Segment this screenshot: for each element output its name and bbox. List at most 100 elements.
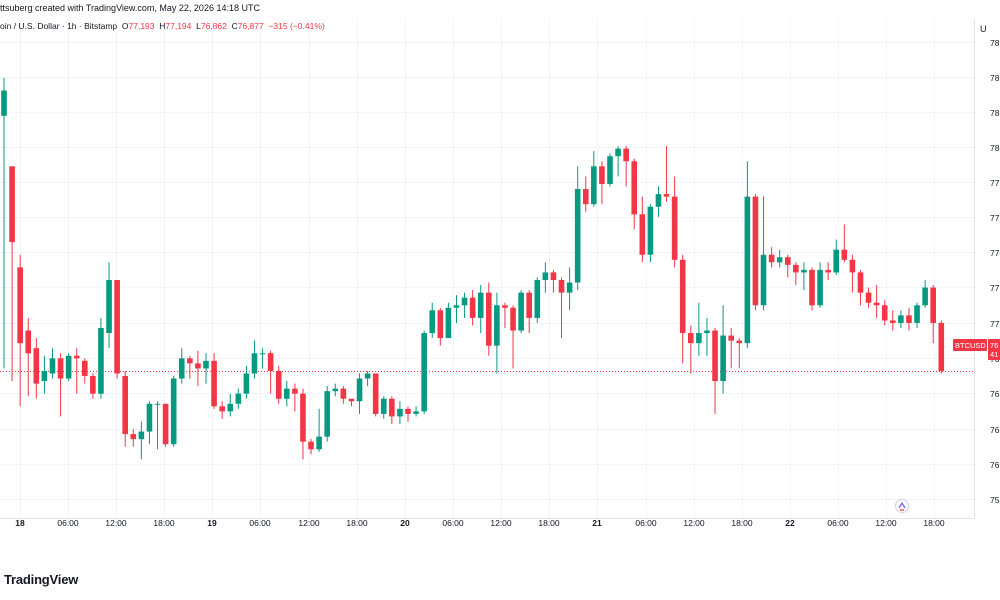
price-axis[interactable]: 78 78 78 78 77 77 77 77 77 76 76 76 76 75: [990, 38, 1000, 505]
candle-body: [73, 355, 80, 359]
candle: [768, 247, 775, 268]
candle-body: [445, 307, 452, 339]
candle: [25, 317, 32, 397]
low-value: 76,862: [200, 21, 227, 31]
candle: [122, 370, 128, 447]
candle: [445, 302, 452, 339]
candle: [486, 282, 492, 356]
candle: [453, 295, 460, 323]
candle: [930, 285, 936, 344]
candle: [865, 287, 872, 308]
candle: [41, 355, 48, 394]
candle-body: [736, 340, 743, 344]
candle-body: [647, 206, 654, 255]
candle: [784, 254, 791, 278]
candle-body: [591, 166, 597, 205]
candle-body: [364, 373, 371, 379]
y-tick-label: 77: [990, 213, 1000, 223]
candle: [704, 317, 710, 356]
scroll-to-realtime-icon[interactable]: [895, 499, 909, 513]
candle-body: [195, 363, 201, 369]
candle-body: [776, 257, 783, 263]
x-tick-label: 19: [207, 518, 217, 528]
candle-body: [655, 194, 662, 207]
candle-body: [760, 254, 767, 306]
candle-body: [211, 360, 217, 407]
candle: [162, 403, 169, 447]
candle: [938, 320, 945, 374]
candle-body: [898, 315, 904, 323]
candle-body: [9, 166, 15, 243]
candle: [389, 396, 395, 424]
candle-body: [308, 441, 314, 450]
candle: [203, 353, 209, 384]
y-tick-label: 78: [990, 73, 1000, 83]
candle-body: [219, 406, 225, 412]
candle-body: [49, 358, 56, 374]
currency-unit-button[interactable]: U: [974, 20, 1000, 40]
candle: [655, 186, 662, 217]
low-label: L: [196, 21, 201, 31]
x-tick-label: 18:00: [923, 518, 945, 528]
candle: [526, 290, 532, 334]
candle: [421, 330, 427, 414]
symbol-description: oin / U.S. Dollar · 1h · Bitstamp: [0, 21, 118, 31]
candle: [898, 310, 904, 328]
candle: [752, 194, 759, 311]
candle: [146, 401, 153, 445]
candle: [510, 305, 516, 369]
candle: [647, 204, 654, 263]
x-tick-label: 20: [400, 518, 410, 528]
candle-body: [25, 330, 32, 354]
x-tick-label: 06:00: [249, 518, 271, 528]
candle-body: [574, 189, 581, 283]
ohlc-legend: oin / U.S. Dollar · 1h · Bitstamp O77,19…: [0, 21, 325, 31]
candle: [477, 285, 484, 334]
candle: [696, 302, 702, 356]
candle-body: [122, 376, 128, 435]
candle-body: [566, 282, 573, 293]
candle: [300, 388, 306, 460]
candle-body: [582, 189, 589, 205]
candle-body: [631, 161, 638, 215]
candle-body: [599, 166, 605, 184]
candle-body: [292, 388, 298, 394]
candle-body: [1, 90, 7, 116]
candle: [292, 383, 298, 412]
candle: [114, 280, 120, 379]
candle: [195, 350, 201, 387]
currency-unit-label: U: [980, 24, 987, 34]
candle-body: [170, 378, 177, 445]
candle-body: [348, 398, 355, 402]
change-value: −315 (−0.41%): [268, 21, 325, 31]
candle-body: [623, 148, 629, 162]
candle: [57, 353, 64, 417]
candle-body: [33, 348, 40, 384]
candle-body: [453, 305, 460, 308]
candle: [728, 328, 734, 369]
candle-body: [267, 353, 274, 371]
candle: [639, 196, 646, 263]
time-axis[interactable]: 18 06:00 12:00 18:00 19 06:00 12:00 18:00 20 06:0…: [15, 518, 945, 528]
candle: [82, 358, 88, 384]
high-value: 77,194: [165, 21, 192, 31]
candle: [607, 153, 613, 187]
candle: [809, 267, 815, 311]
candle: [340, 386, 347, 404]
candle: [736, 338, 743, 369]
candle: [154, 401, 161, 450]
candle: [138, 421, 145, 460]
candle: [413, 406, 419, 417]
candle: [566, 267, 573, 311]
candle: [817, 262, 823, 308]
candle-body: [542, 272, 549, 280]
candle-body: [809, 269, 815, 306]
candle: [227, 393, 234, 417]
candle-body: [833, 249, 840, 273]
candle-body: [130, 434, 137, 440]
candle: [502, 302, 508, 328]
candle-body: [461, 297, 468, 306]
candle: [187, 355, 193, 379]
price-label-symbol: BTCUSD: [955, 341, 986, 350]
